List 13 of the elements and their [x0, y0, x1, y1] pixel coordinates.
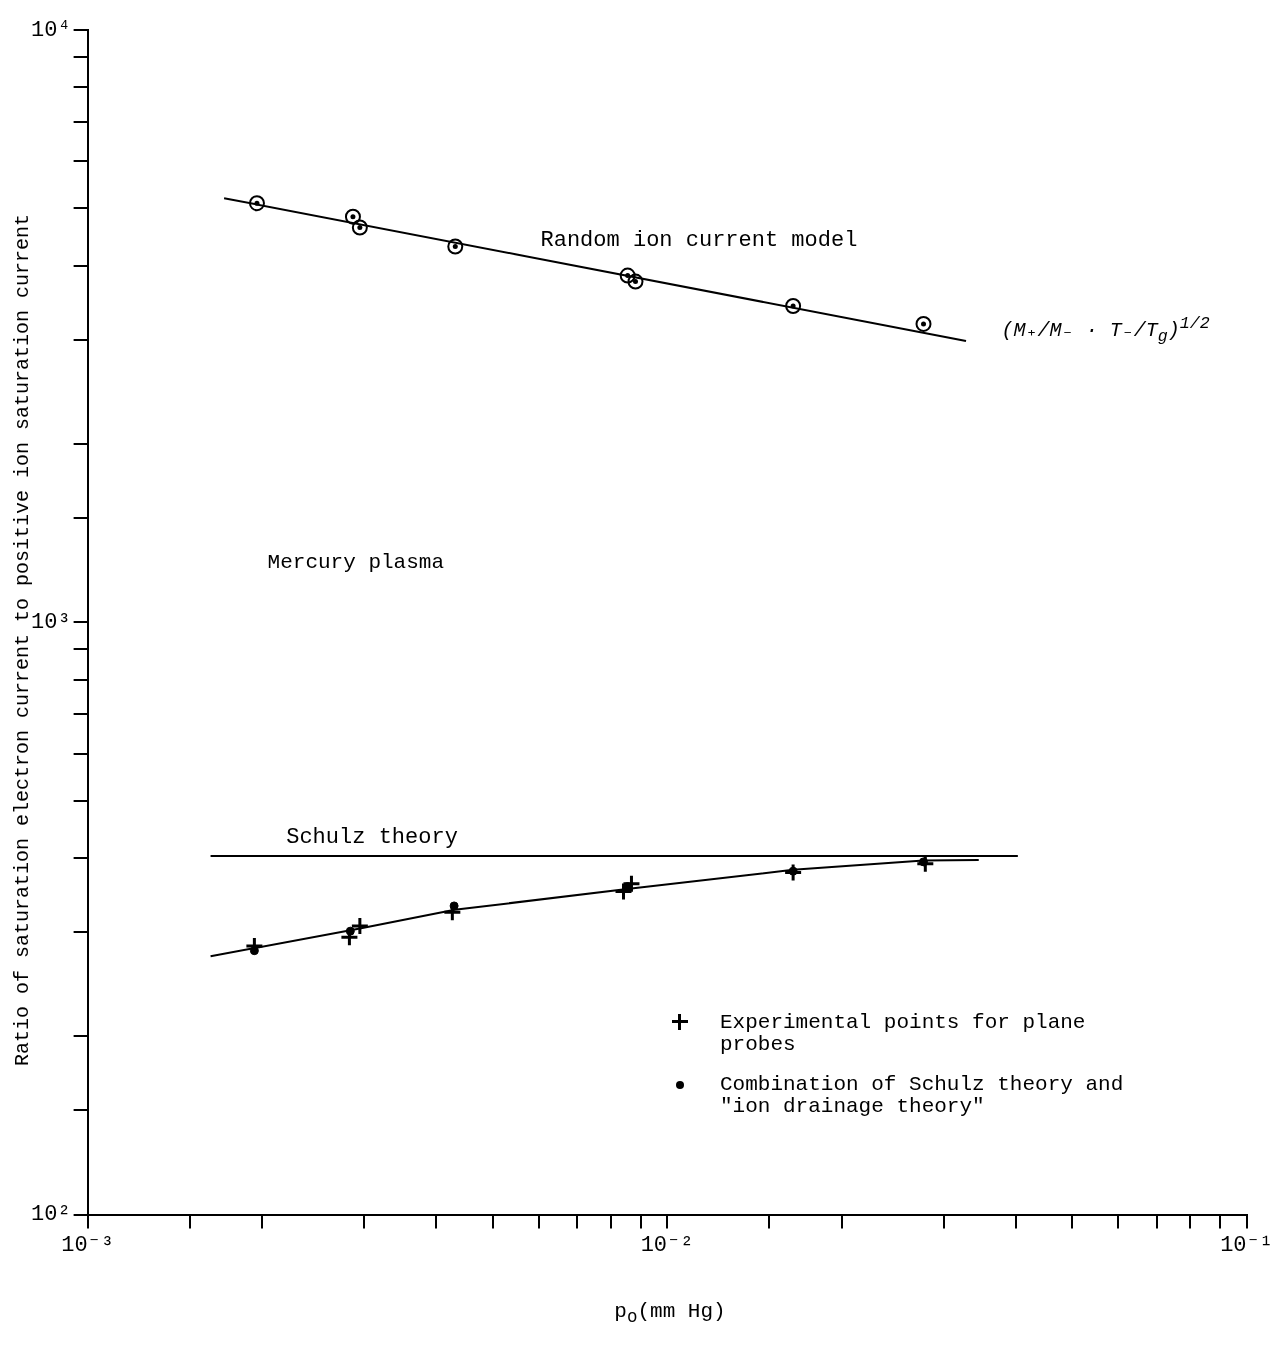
x-tick-label: 10⁻¹ [1220, 1232, 1273, 1258]
annotation: (M₊/M₋ · T₋/T$_{g}$)$^{1/2}$ [1001, 314, 1210, 346]
x-tick-label: 10⁻² [640, 1232, 694, 1258]
series-label: Schulz theory [286, 824, 458, 850]
legend-label: Experimental points for plane probes [720, 1011, 1087, 1056]
x-axis-title: p$_{o}$(mm Hg) [614, 1300, 726, 1328]
x-tick-label: 10⁻³ [61, 1232, 115, 1258]
series-label: Random ion current model [540, 228, 858, 254]
y-tick-label: 10² [31, 1202, 71, 1228]
y-tick-label: 10³ [31, 610, 71, 636]
annotation: Mercury plasma [267, 551, 445, 575]
y-tick-label: 10⁴ [31, 17, 71, 43]
legend-label: Combination of Schulz theory and "ion drainage theory" [720, 1073, 1125, 1118]
